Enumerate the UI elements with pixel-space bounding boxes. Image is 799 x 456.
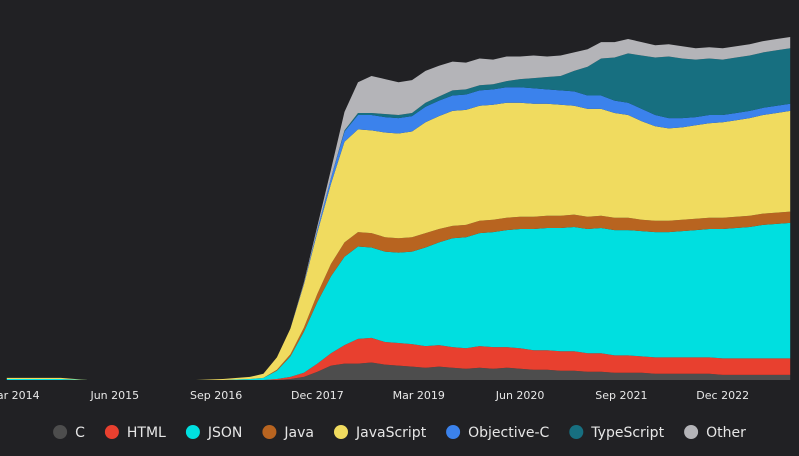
- x-tick-label: Dec 2017: [291, 389, 344, 402]
- legend-item-html[interactable]: HTML: [104, 425, 166, 441]
- legend-swatch: [262, 425, 277, 439]
- legend-item-other[interactable]: Other: [684, 425, 746, 441]
- legend-label: JavaScript: [355, 425, 427, 441]
- legend-label: C: [75, 425, 85, 441]
- area-objective-c[interactable]: [6, 87, 791, 381]
- legend-item-json[interactable]: JSON: [185, 425, 243, 441]
- x-tick-label: Mar 2019: [393, 389, 445, 402]
- legend[interactable]: C HTML JSON Java JavaScript Objective-C TypeSc…: [53, 425, 746, 441]
- legend-label: Objective-C: [468, 425, 549, 441]
- legend-swatch: [104, 425, 119, 439]
- x-tick-label: Sep 2021: [595, 389, 647, 402]
- legend-label: JSON: [207, 425, 243, 441]
- x-tick-label: Sep 2016: [190, 389, 242, 402]
- legend-label: TypeScript: [590, 425, 664, 441]
- area-typescript[interactable]: [6, 48, 791, 381]
- area-c[interactable]: [6, 362, 791, 381]
- x-tick-label: Dec 2022: [696, 389, 749, 402]
- x-tick-label: Jun 2015: [89, 389, 139, 402]
- legend-label: Java: [283, 425, 314, 441]
- x-tick-label: Jun 2020: [495, 389, 545, 402]
- legend-item-typescript[interactable]: TypeScript: [569, 425, 665, 441]
- legend-item-javascript[interactable]: JavaScript: [334, 425, 427, 441]
- legend-swatch: [185, 425, 200, 439]
- legend-swatch: [53, 425, 68, 439]
- area-json[interactable]: [6, 222, 791, 380]
- legend-swatch: [334, 425, 348, 439]
- legend-item-java[interactable]: Java: [262, 425, 314, 441]
- area-java[interactable]: [6, 211, 791, 380]
- x-tick-label: Mar 2014: [0, 389, 40, 402]
- x-axis-ticks: Mar 2014 Jun 2015 Sep 2016 Dec 2017 Mar 2019…: [0, 389, 749, 402]
- legend-item-objective-c[interactable]: Objective-C: [446, 425, 550, 441]
- legend-swatch: [684, 425, 699, 439]
- legend-swatch: [446, 425, 461, 439]
- legend-swatch: [569, 425, 584, 439]
- area-html[interactable]: [6, 337, 791, 380]
- area-other[interactable]: [6, 37, 791, 380]
- area-javascript[interactable]: [6, 102, 791, 380]
- series-areas: [6, 37, 791, 381]
- legend-label: Other: [706, 425, 746, 441]
- legend-item-c[interactable]: C: [53, 425, 85, 441]
- legend-label: HTML: [127, 425, 166, 441]
